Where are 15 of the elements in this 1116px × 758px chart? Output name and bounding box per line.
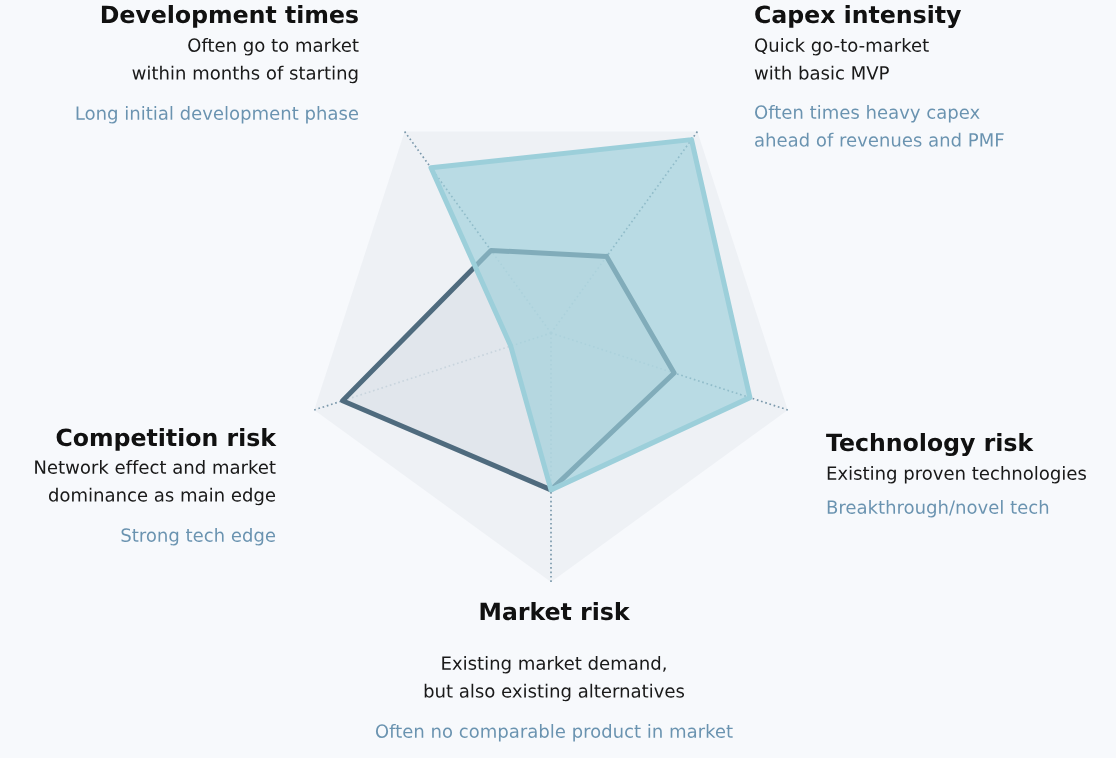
text: Network effect and market dominance as main edge <box>35 460 276 506</box>
spoke-label: Development times <box>101 5 358 28</box>
text: Often go to market within months of starting <box>132 38 359 84</box>
spoke-label: Market risk <box>480 602 631 621</box>
text: Often times heavy capex ahead of revenues and PMF <box>755 105 1004 147</box>
spoke-label: Competition risk <box>56 428 277 451</box>
spoke-label: Capex intensity <box>755 5 962 29</box>
text: Existing market demand, but also existing alternatives <box>424 656 685 702</box>
text: Breakthrough/novel tech <box>827 500 1049 518</box>
text: Often no comparable product in market <box>375 724 733 742</box>
spoke-label: Technology risk <box>826 433 1034 457</box>
text: Quick go-to-market with basic MVP <box>754 38 929 80</box>
text: Strong tech edge <box>121 528 276 546</box>
text: Long initial development phase <box>76 106 359 124</box>
text: Existing proven technologies <box>827 466 1086 484</box>
